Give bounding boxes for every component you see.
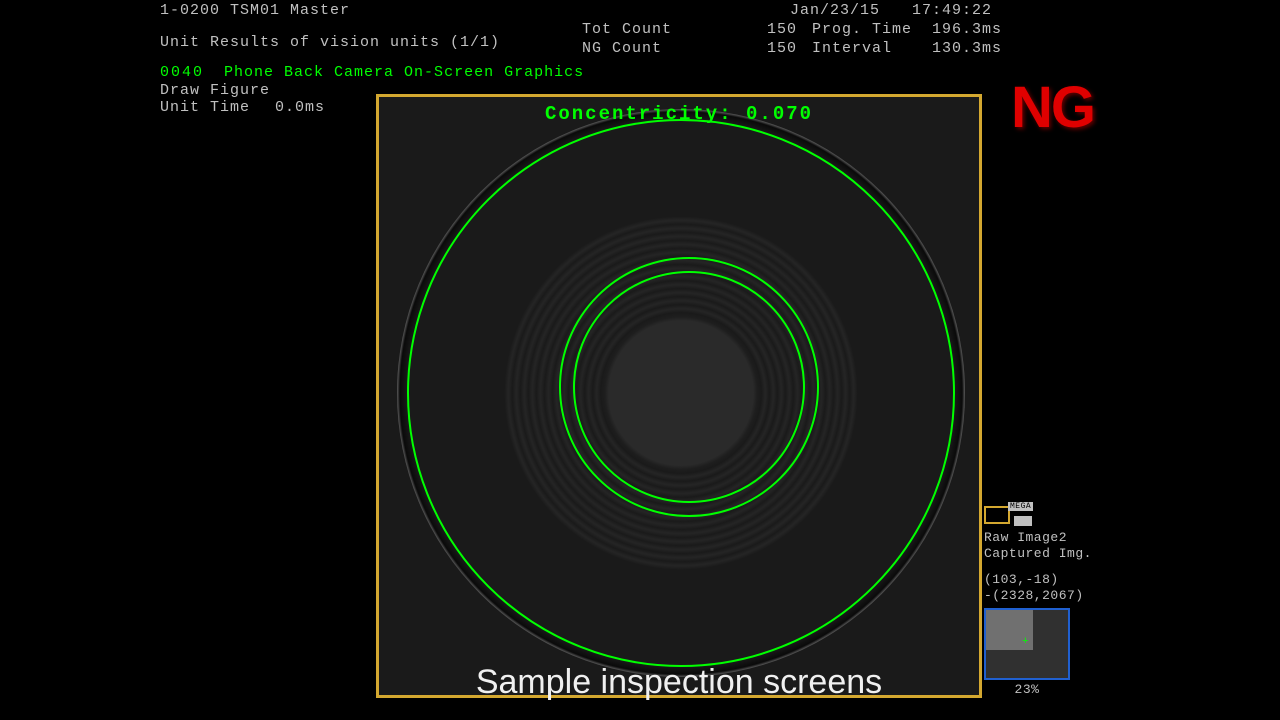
image-name: Raw Image2 [984, 530, 1094, 546]
measurement-label: Concentricity: [545, 103, 733, 125]
camera-icon: MEGA [984, 502, 1036, 526]
crosshair-icon: + [1022, 636, 1029, 648]
camera-box-icon [984, 506, 1010, 524]
zoom-percent: 23% [984, 682, 1070, 697]
stat-label: NG Count [582, 39, 737, 58]
thumbnail-preview[interactable]: + [984, 608, 1070, 680]
datetime: Jan/23/15 17:49:22 [790, 2, 992, 19]
time: 17:49:22 [912, 2, 992, 19]
measurement-value: 0.070 [746, 103, 813, 125]
lens-image [379, 97, 979, 695]
stat-label: Prog. Time [812, 20, 922, 39]
program-code: 0040 [160, 64, 204, 81]
stat-value: 196.3ms [922, 20, 1002, 39]
thumbnail-panel: MEGA Raw Image2 Captured Img. (103,-18) … [984, 502, 1094, 697]
measurement-readout: Concentricity: 0.070 [379, 103, 979, 125]
mega-label: MEGA [1008, 502, 1033, 511]
stat-value: 150 [737, 39, 797, 58]
stat-label: Interval [812, 39, 922, 58]
image-type: Captured Img. [984, 546, 1094, 562]
stat-value: 150 [737, 20, 797, 39]
date: Jan/23/15 [790, 2, 882, 19]
coordinates: (103,-18) -(2328,2067) [984, 572, 1094, 604]
coord-1: (103,-18) [984, 572, 1094, 588]
stats-row: Tot Count 150 Prog. Time 196.3ms [582, 20, 1002, 39]
program-title: Phone Back Camera On-Screen Graphics [224, 64, 584, 81]
stat-label: Tot Count [582, 20, 737, 39]
caption-overlay: Sample inspection screens [376, 663, 982, 702]
unit-results-label: Unit Results of vision units (1/1) [160, 34, 500, 51]
coord-2: -(2328,2067) [984, 588, 1094, 604]
inspection-frame[interactable]: Concentricity: 0.070 [376, 94, 982, 698]
header-section: 1-0200 TSM01 Master Jan/23/15 17:49:22 U… [160, 2, 1270, 51]
unit-time-value: 0.0ms [275, 99, 325, 116]
stat-value: 130.3ms [922, 39, 1002, 58]
stats-block: Tot Count 150 Prog. Time 196.3ms NG Coun… [582, 20, 1002, 58]
unit-time-label: Unit Time [160, 99, 275, 116]
result-badge: NG [1011, 74, 1094, 141]
camera-body-icon [1014, 516, 1032, 526]
overlay-inner-circle-2 [573, 271, 805, 503]
stats-row: NG Count 150 Interval 130.3ms [582, 39, 1002, 58]
program-id: 1-0200 TSM01 Master [160, 2, 580, 19]
program-title-line: 0040 Phone Back Camera On-Screen Graphic… [160, 64, 584, 81]
